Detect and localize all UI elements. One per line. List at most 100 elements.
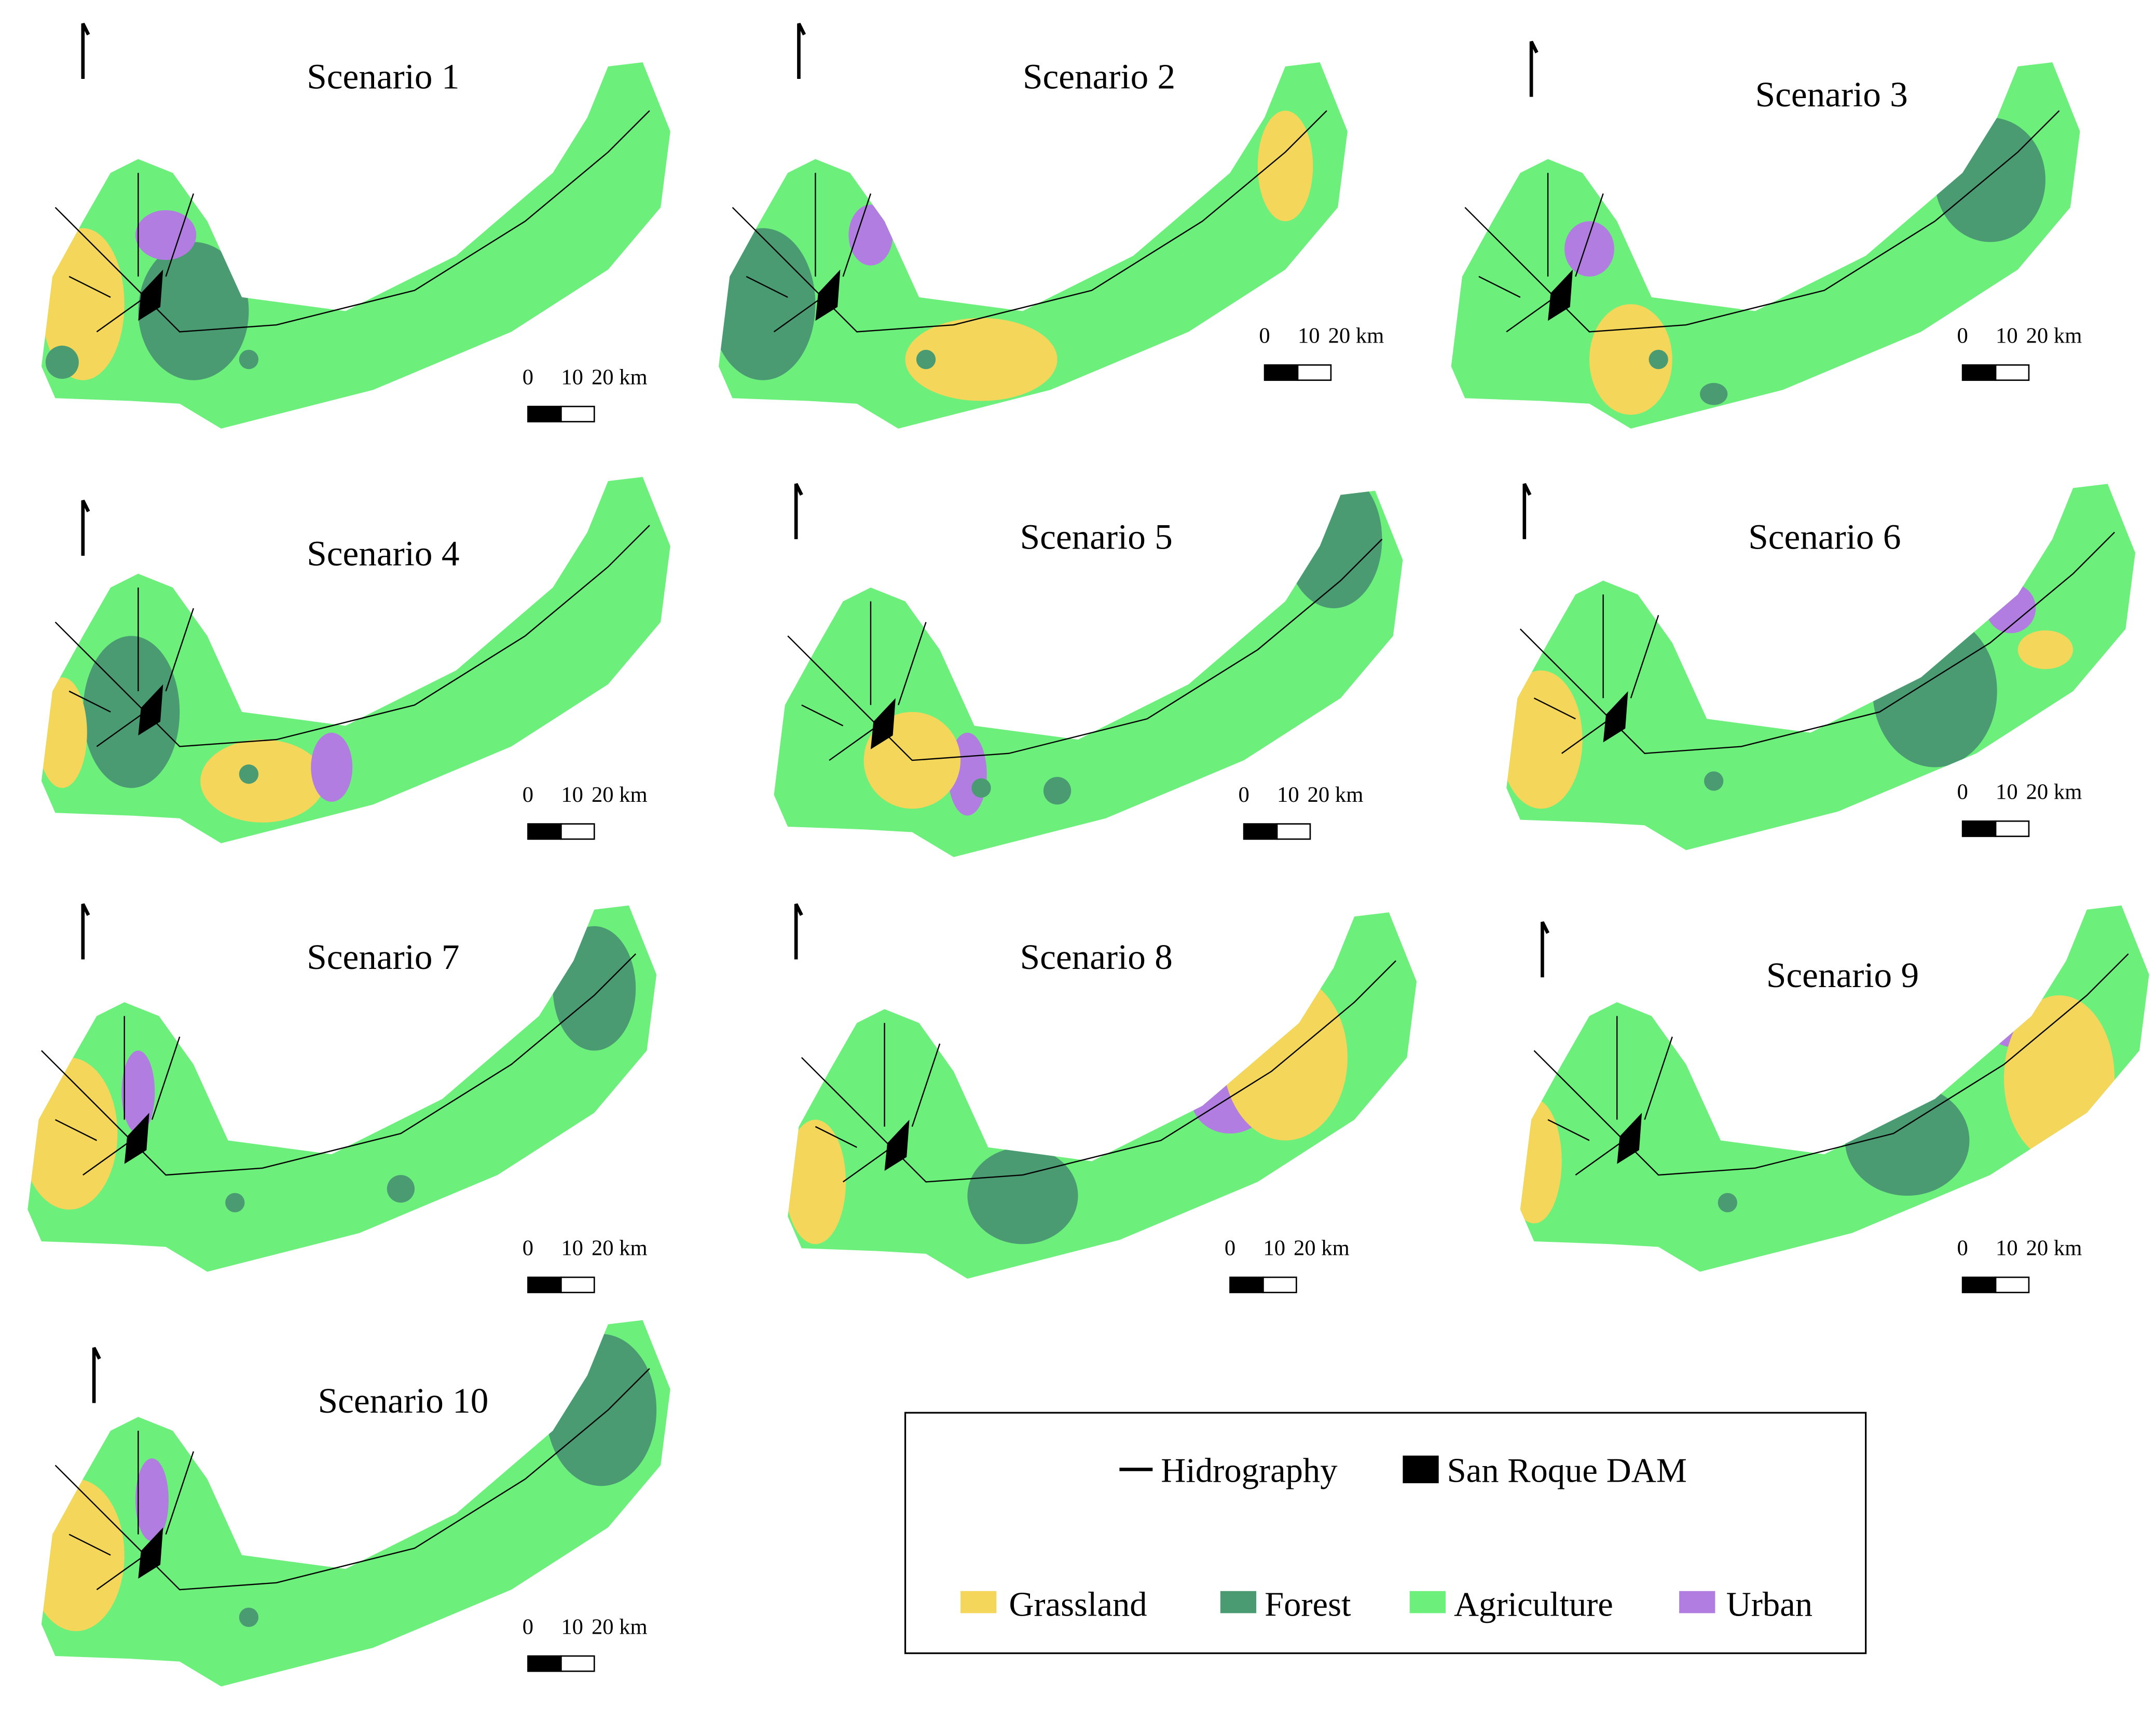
forest-spot: [239, 1607, 259, 1627]
scale-bar-white: [1995, 1276, 2030, 1293]
landuse-patch: [41, 677, 87, 788]
scale-bar-black: [1243, 823, 1278, 840]
scale-bar-black: [1961, 1276, 1997, 1293]
dam: [1548, 269, 1573, 321]
forest-spot: [1815, 702, 1834, 722]
scale-label: 10: [1298, 324, 1320, 348]
scale-bar-white: [560, 1276, 595, 1293]
forest-spot: [985, 1200, 1005, 1220]
river: [54, 525, 650, 747]
landuse-patch: [848, 204, 893, 266]
legend-swatch: [1220, 1591, 1257, 1613]
river: [68, 587, 195, 747]
map-panel: Scenario 5 0 10 20 km: [774, 483, 1403, 857]
landuse-patch: [553, 926, 636, 1051]
north-arrow: [92, 1347, 101, 1403]
forest-spot: [336, 1124, 355, 1143]
legend-label: Urban: [1726, 1586, 1812, 1624]
forest-spot: [1026, 992, 1047, 1012]
landuse-patch: [546, 1334, 657, 1486]
north-arrow: [81, 499, 90, 556]
panel-title: Scenario 6: [1748, 517, 1901, 557]
scale-label: 10: [1996, 324, 2018, 348]
river: [68, 1430, 195, 1591]
dam: [1603, 691, 1628, 743]
dam: [815, 269, 841, 321]
scale-bar-black: [1961, 364, 1997, 381]
scale-bar-white: [560, 405, 595, 422]
map-panel: Scenario 2 0 10 20 km: [719, 22, 1384, 429]
landuse-patch: [45, 346, 79, 379]
legend-label: Hidrography: [1161, 1452, 1338, 1489]
river: [801, 601, 927, 761]
landuse-patch: [2004, 995, 2115, 1161]
scale-bar-white: [560, 1655, 595, 1672]
dam: [138, 684, 163, 736]
forest-spot: [239, 764, 259, 784]
scale-label: 0: [523, 1615, 533, 1639]
north-arrow: [1522, 483, 1532, 539]
forest-spot: [957, 142, 978, 162]
river: [68, 173, 195, 333]
panel-title: Scenario 4: [307, 533, 459, 573]
landuse-patch: [311, 732, 353, 802]
scale-label: 20 km: [1294, 1236, 1350, 1261]
landuse-patch: [788, 1119, 846, 1244]
map-panel: Scenario 6 0 10 20 km: [1506, 483, 2136, 851]
scale-bar-black: [1264, 364, 1299, 381]
landuse-patch: [138, 242, 249, 380]
forest-spot: [349, 280, 369, 300]
scale-label: 0: [523, 1236, 533, 1261]
map-panel: Scenario 4 0 10 20 km: [41, 477, 670, 843]
river: [1464, 110, 2060, 333]
forest-spot: [1690, 142, 1710, 162]
forest-spot: [349, 695, 369, 715]
landuse-patch: [905, 318, 1058, 401]
forest-spot: [349, 1538, 369, 1558]
forest-spot: [916, 350, 936, 370]
panel-title: Scenario 3: [1755, 74, 1908, 114]
basin: [28, 905, 657, 1272]
legend-label: Grassland: [1009, 1586, 1147, 1624]
landuse-patch: [1589, 304, 1672, 415]
river: [746, 173, 872, 333]
scale-label: 20 km: [2026, 780, 2082, 804]
legend-label: San Roque DAM: [1447, 1452, 1687, 1489]
forest-spot: [1026, 280, 1047, 300]
panel-title: Scenario 1: [307, 57, 459, 97]
legend-label: Forest: [1265, 1586, 1351, 1624]
landuse-patch: [1506, 670, 1583, 809]
panel-title: Scenario 2: [1023, 57, 1175, 97]
river: [815, 1023, 941, 1183]
dam: [1617, 1113, 1642, 1164]
north-arrow: [81, 903, 90, 960]
legend: Hidrography San Roque DAM Grassland Fores…: [904, 1412, 1867, 1654]
forest-spot: [225, 1193, 245, 1213]
forest-spot: [1704, 771, 1724, 791]
landuse-patch: [200, 740, 325, 823]
scale-label: 10: [1263, 1236, 1285, 1261]
scale-bar-white: [1276, 823, 1311, 840]
scale-bar-black: [527, 405, 562, 422]
legend-swatch: [960, 1591, 997, 1613]
scale-bar-white: [1995, 364, 2030, 381]
scale-label: 10: [1277, 783, 1299, 807]
scale-label: 0: [1225, 1236, 1235, 1261]
forest-spot: [280, 142, 300, 162]
forest-spot: [280, 1400, 300, 1420]
forest-spot: [280, 557, 300, 577]
dam: [884, 1119, 910, 1171]
landuse-patch: [121, 1050, 155, 1134]
north-arrow: [797, 22, 806, 79]
scale-label: 0: [1238, 783, 1249, 807]
scale-label: 10: [561, 365, 583, 390]
basin: [1520, 905, 2149, 1272]
river: [54, 110, 650, 333]
scale-bar-white: [560, 823, 595, 840]
panel-title: Scenario 7: [307, 937, 459, 977]
basin: [788, 912, 1417, 1279]
map-panel: Scenario 1 0 10 20 km: [41, 22, 670, 429]
scale-label: 0: [523, 365, 533, 390]
landuse-patch: [2017, 630, 2073, 669]
north-arrow: [1541, 921, 1550, 978]
